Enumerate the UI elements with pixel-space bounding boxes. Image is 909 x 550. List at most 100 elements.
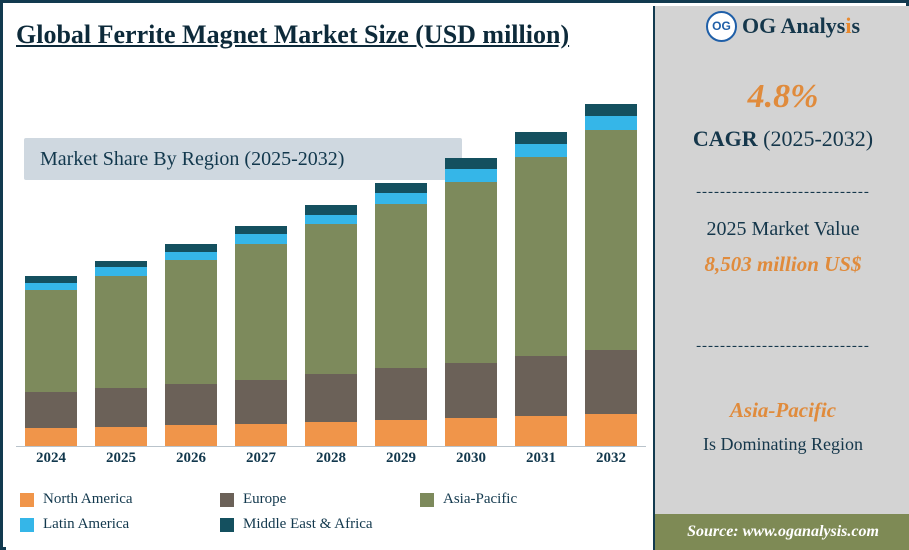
x-axis-label: 2030 <box>456 450 486 466</box>
bar-segment <box>165 425 217 446</box>
bar-column <box>156 86 226 446</box>
x-axis-label: 2025 <box>106 450 136 466</box>
stacked-bar <box>235 225 287 446</box>
stacked-bar <box>445 158 497 446</box>
bar-segment <box>25 275 77 283</box>
legend-item: Middle East & Africa <box>220 516 480 533</box>
divider-bottom: ----------------------------- <box>696 338 870 354</box>
legend-swatch <box>220 517 234 532</box>
dominating-region: Asia-Pacific <box>729 398 837 422</box>
bar-segment <box>585 350 637 415</box>
bar-column <box>16 86 86 446</box>
bar-column <box>576 86 646 446</box>
bar-segment <box>445 362 497 419</box>
x-axis-label: 2031 <box>526 450 556 466</box>
logo-badge-icon: OG <box>706 10 737 42</box>
bar-segment <box>165 383 217 426</box>
stacked-bar <box>305 205 357 446</box>
summary-panel: OG OG Analysis 4.8% CAGR (2025-2032) ---… <box>653 6 909 550</box>
bar-segment <box>375 368 427 420</box>
logo-text-accent: i <box>845 13 852 38</box>
bar-column <box>506 86 576 446</box>
bar-segment <box>445 181 497 363</box>
x-axis-label: 2026 <box>176 450 206 466</box>
legend-label: Middle East & Africa <box>243 516 373 532</box>
market-share-banner: Market Share By Region (2025-2032) <box>24 138 462 180</box>
legend-label: Asia-Pacific <box>443 491 518 507</box>
cagr-value: 4.8% <box>747 78 819 115</box>
cagr-label-period: (2025-2032) <box>757 126 874 151</box>
bar-segment <box>515 131 567 145</box>
logo-text-main: OG Analys <box>742 13 846 38</box>
bar-segment <box>25 428 77 446</box>
legend-label: Latin America <box>43 516 130 532</box>
logo-text: OG Analysis <box>742 13 860 39</box>
bar-segment <box>95 260 147 268</box>
bar-segment <box>165 252 217 261</box>
cagr-label: CAGR (2025-2032) <box>655 126 909 152</box>
bar-segment <box>515 144 567 157</box>
bar-segment <box>305 205 357 215</box>
legend-swatch <box>20 517 34 532</box>
legend-row-2: Latin America Middle East & Africa <box>20 516 640 533</box>
stacked-bar-chart <box>16 86 646 446</box>
market-value: 8,503 million US$ <box>704 252 862 276</box>
chart-panel: Global Ferrite Magnet Market Size (USD m… <box>6 6 653 550</box>
bar-segment <box>95 387 147 427</box>
x-axis-label: 2027 <box>246 450 276 466</box>
legend-row-1: North America Europe Asia-Pacific <box>20 491 640 508</box>
bar-segment <box>585 116 637 131</box>
bar-segment <box>445 169 497 182</box>
x-axis-line <box>16 446 646 447</box>
stacked-bar <box>95 260 147 446</box>
brand-logo: OG OG Analysis <box>655 6 909 46</box>
bar-segment <box>235 423 287 446</box>
bar-segment <box>515 415 567 446</box>
logo-text-tail: s <box>851 13 860 38</box>
bar-segment <box>305 214 357 225</box>
stacked-bar <box>515 131 567 446</box>
bar-segment <box>235 225 287 235</box>
bar-segment <box>305 374 357 423</box>
source-text: Source: www.oganalysis.com <box>687 523 879 540</box>
page-title: Global Ferrite Magnet Market Size (USD m… <box>16 20 570 49</box>
bar-segment <box>515 156 567 357</box>
bar-column <box>296 86 366 446</box>
bar-segment <box>375 192 427 204</box>
cagr-label-bold: CAGR <box>692 126 758 151</box>
x-axis-label: 2029 <box>386 450 416 466</box>
bar-segment <box>235 243 287 380</box>
chart-legend: North America Europe Asia-Pacific Latin Am… <box>20 491 640 541</box>
bar-segment <box>25 282 77 290</box>
legend-swatch <box>20 492 34 507</box>
bar-segment <box>165 260 217 384</box>
bar-segment <box>375 182 427 193</box>
bar-segment <box>95 267 147 276</box>
bar-segment <box>95 426 147 446</box>
bar-segment <box>235 379 287 424</box>
stacked-bar <box>375 182 427 446</box>
bar-column <box>86 86 156 446</box>
x-axis-label: 2032 <box>596 450 626 466</box>
dominating-region-note: Is Dominating Region <box>703 434 863 454</box>
x-axis-tick-labels: 2024 2025 2026 2027 2028 2029 2030 2031 2032 <box>16 450 646 474</box>
bar-segment <box>445 158 497 170</box>
bar-segment <box>585 104 637 117</box>
legend-item: North America <box>20 491 220 508</box>
bar-column <box>366 86 436 446</box>
legend-item: Latin America <box>20 516 220 533</box>
bar-segment <box>375 203 427 369</box>
legend-item: Europe <box>220 491 420 508</box>
bar-group <box>16 86 646 446</box>
legend-swatch <box>420 492 434 507</box>
bar-segment <box>445 418 497 446</box>
source-bar: Source: www.oganalysis.com <box>655 514 909 550</box>
bar-segment <box>305 422 357 446</box>
stacked-bar <box>165 243 217 446</box>
legend-label: North America <box>43 491 133 507</box>
market-share-banner-label: Market Share By Region (2025-2032) <box>40 147 345 170</box>
bar-segment <box>95 275 147 388</box>
bar-column <box>226 86 296 446</box>
legend-item: Asia-Pacific <box>420 491 640 508</box>
